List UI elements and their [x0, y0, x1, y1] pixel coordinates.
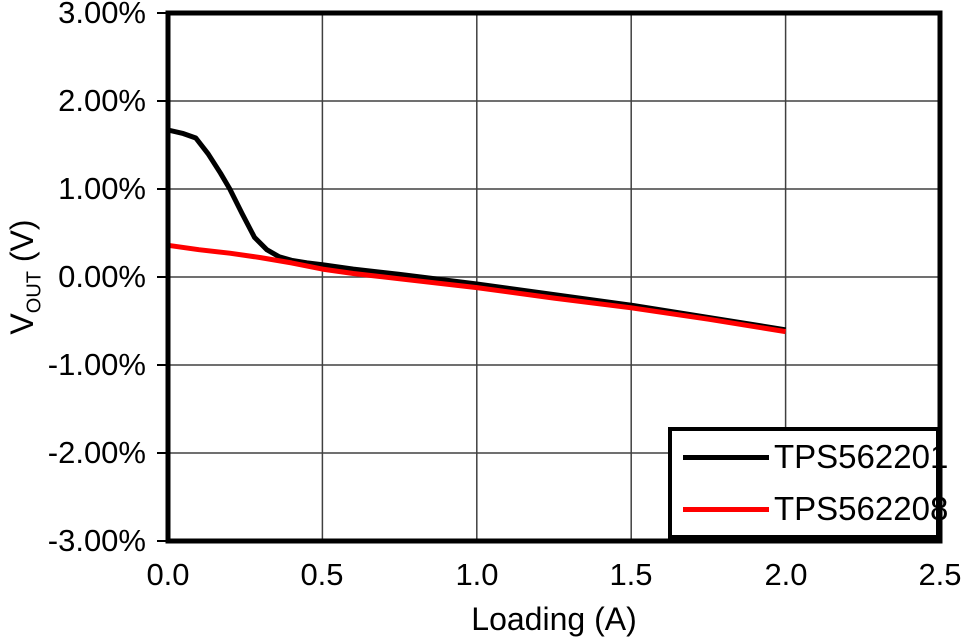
y-axis-title-subscript: OUT — [23, 271, 46, 314]
x-tick-label: 2.0 — [764, 557, 808, 592]
legend-item: TPS562208 — [672, 483, 948, 535]
plot-border — [165, 10, 943, 544]
y-axis-title-main: V — [4, 313, 40, 335]
legend: TPS562201 TPS562208 — [668, 427, 948, 539]
legend-item: TPS562201 — [672, 431, 948, 483]
x-tick-label: 0.5 — [300, 557, 344, 592]
x-axis-title: Loading (A) — [471, 601, 637, 637]
legend-line-sample — [683, 506, 769, 512]
legend-label: TPS562201 — [774, 438, 949, 475]
y-tick-label: -1.00% — [47, 347, 146, 382]
y-axis-title: VOUT (V) — [2, 77, 46, 477]
series-line-TPS562208 — [167, 242, 786, 335]
x-tick-label: 0.0 — [146, 557, 190, 592]
y-tick-label: -2.00% — [47, 435, 146, 470]
x-tick-label: 1.0 — [455, 557, 499, 592]
y-tick-label: 2.00% — [58, 83, 146, 118]
x-tick-label: 2.5 — [918, 557, 962, 592]
legend-label: TPS562208 — [774, 490, 949, 527]
y-axis-title-unit: (V) — [4, 219, 40, 271]
series-line-TPS562201 — [167, 127, 786, 333]
y-tick-label: 3.00% — [58, 0, 146, 30]
x-tick-label: 1.5 — [609, 557, 653, 592]
y-tick-label: 1.00% — [58, 171, 146, 206]
legend-line-sample — [683, 454, 769, 460]
y-tick-label: -3.00% — [47, 523, 146, 558]
y-tick-label: 0.00% — [58, 259, 146, 294]
